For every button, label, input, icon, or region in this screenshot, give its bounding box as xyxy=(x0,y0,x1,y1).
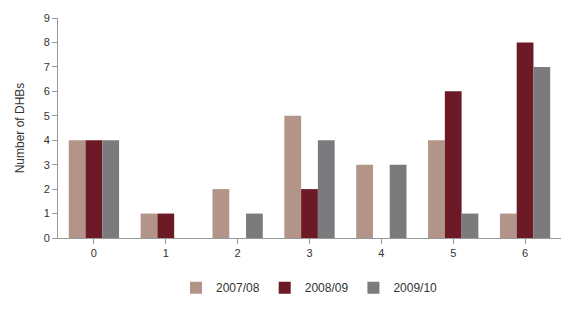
svg-text:5: 5 xyxy=(450,247,456,259)
svg-text:1: 1 xyxy=(44,207,50,219)
svg-text:8: 8 xyxy=(44,36,50,48)
svg-text:2: 2 xyxy=(44,183,50,195)
svg-text:4: 4 xyxy=(378,247,384,259)
svg-text:0: 0 xyxy=(91,247,97,259)
svg-text:0: 0 xyxy=(44,232,50,244)
svg-text:3: 3 xyxy=(44,159,50,171)
svg-text:1: 1 xyxy=(163,247,169,259)
svg-text:6: 6 xyxy=(522,247,528,259)
svg-text:2008/09: 2008/09 xyxy=(305,281,349,295)
svg-text:9: 9 xyxy=(44,12,50,24)
svg-text:6: 6 xyxy=(44,85,50,97)
svg-text:2: 2 xyxy=(235,247,241,259)
svg-text:3: 3 xyxy=(306,247,312,259)
svg-text:5: 5 xyxy=(44,110,50,122)
svg-text:4: 4 xyxy=(44,134,50,146)
svg-text:Number of DHBs: Number of DHBs xyxy=(13,83,27,174)
svg-text:2009/10: 2009/10 xyxy=(393,281,437,295)
svg-text:7: 7 xyxy=(44,61,50,73)
svg-text:2007/08: 2007/08 xyxy=(216,281,260,295)
